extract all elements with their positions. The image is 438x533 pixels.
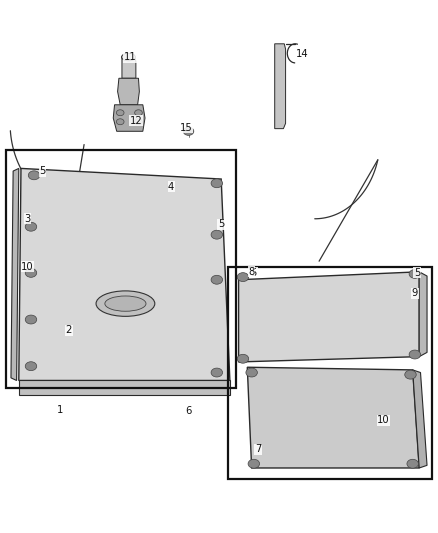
Ellipse shape [409, 270, 420, 278]
Ellipse shape [134, 119, 142, 125]
Polygon shape [247, 367, 419, 468]
Text: 15: 15 [180, 123, 193, 133]
Ellipse shape [117, 119, 124, 125]
Text: 8: 8 [248, 267, 255, 277]
Bar [228, 266, 432, 479]
Ellipse shape [237, 273, 249, 281]
Polygon shape [113, 105, 145, 131]
Text: 7: 7 [255, 445, 261, 455]
Ellipse shape [183, 127, 194, 135]
Polygon shape [19, 168, 230, 381]
Polygon shape [275, 44, 286, 128]
Text: 5: 5 [414, 268, 420, 278]
Ellipse shape [248, 459, 260, 468]
Ellipse shape [25, 269, 37, 277]
Ellipse shape [121, 53, 135, 61]
Ellipse shape [25, 222, 37, 231]
Ellipse shape [134, 110, 142, 116]
Polygon shape [117, 78, 139, 105]
Polygon shape [239, 272, 419, 362]
Text: 4: 4 [168, 182, 174, 192]
Text: 10: 10 [21, 262, 34, 271]
Text: 11: 11 [124, 52, 136, 62]
Ellipse shape [211, 179, 223, 188]
Polygon shape [122, 57, 136, 78]
Ellipse shape [211, 276, 223, 284]
Text: 2: 2 [66, 325, 72, 335]
Text: 5: 5 [218, 219, 224, 229]
Bar [6, 150, 237, 389]
Text: 5: 5 [39, 166, 46, 176]
Ellipse shape [25, 315, 37, 324]
Ellipse shape [237, 354, 249, 363]
Text: 12: 12 [130, 116, 143, 126]
Polygon shape [19, 381, 230, 395]
Text: 10: 10 [377, 415, 390, 425]
Ellipse shape [407, 459, 418, 468]
Ellipse shape [25, 362, 37, 370]
Ellipse shape [409, 350, 420, 359]
Text: 5: 5 [251, 268, 257, 278]
Text: 9: 9 [412, 288, 418, 298]
Polygon shape [11, 168, 19, 381]
Text: 1: 1 [57, 405, 64, 415]
Text: 6: 6 [185, 406, 192, 416]
Ellipse shape [105, 296, 146, 311]
Ellipse shape [211, 368, 223, 377]
Ellipse shape [96, 291, 155, 317]
Ellipse shape [28, 171, 40, 180]
Ellipse shape [211, 230, 223, 239]
Text: 3: 3 [25, 214, 31, 224]
Ellipse shape [405, 370, 416, 379]
Polygon shape [413, 370, 427, 468]
Polygon shape [419, 272, 427, 357]
Text: 14: 14 [295, 50, 308, 59]
Ellipse shape [246, 368, 258, 377]
Ellipse shape [117, 110, 124, 116]
